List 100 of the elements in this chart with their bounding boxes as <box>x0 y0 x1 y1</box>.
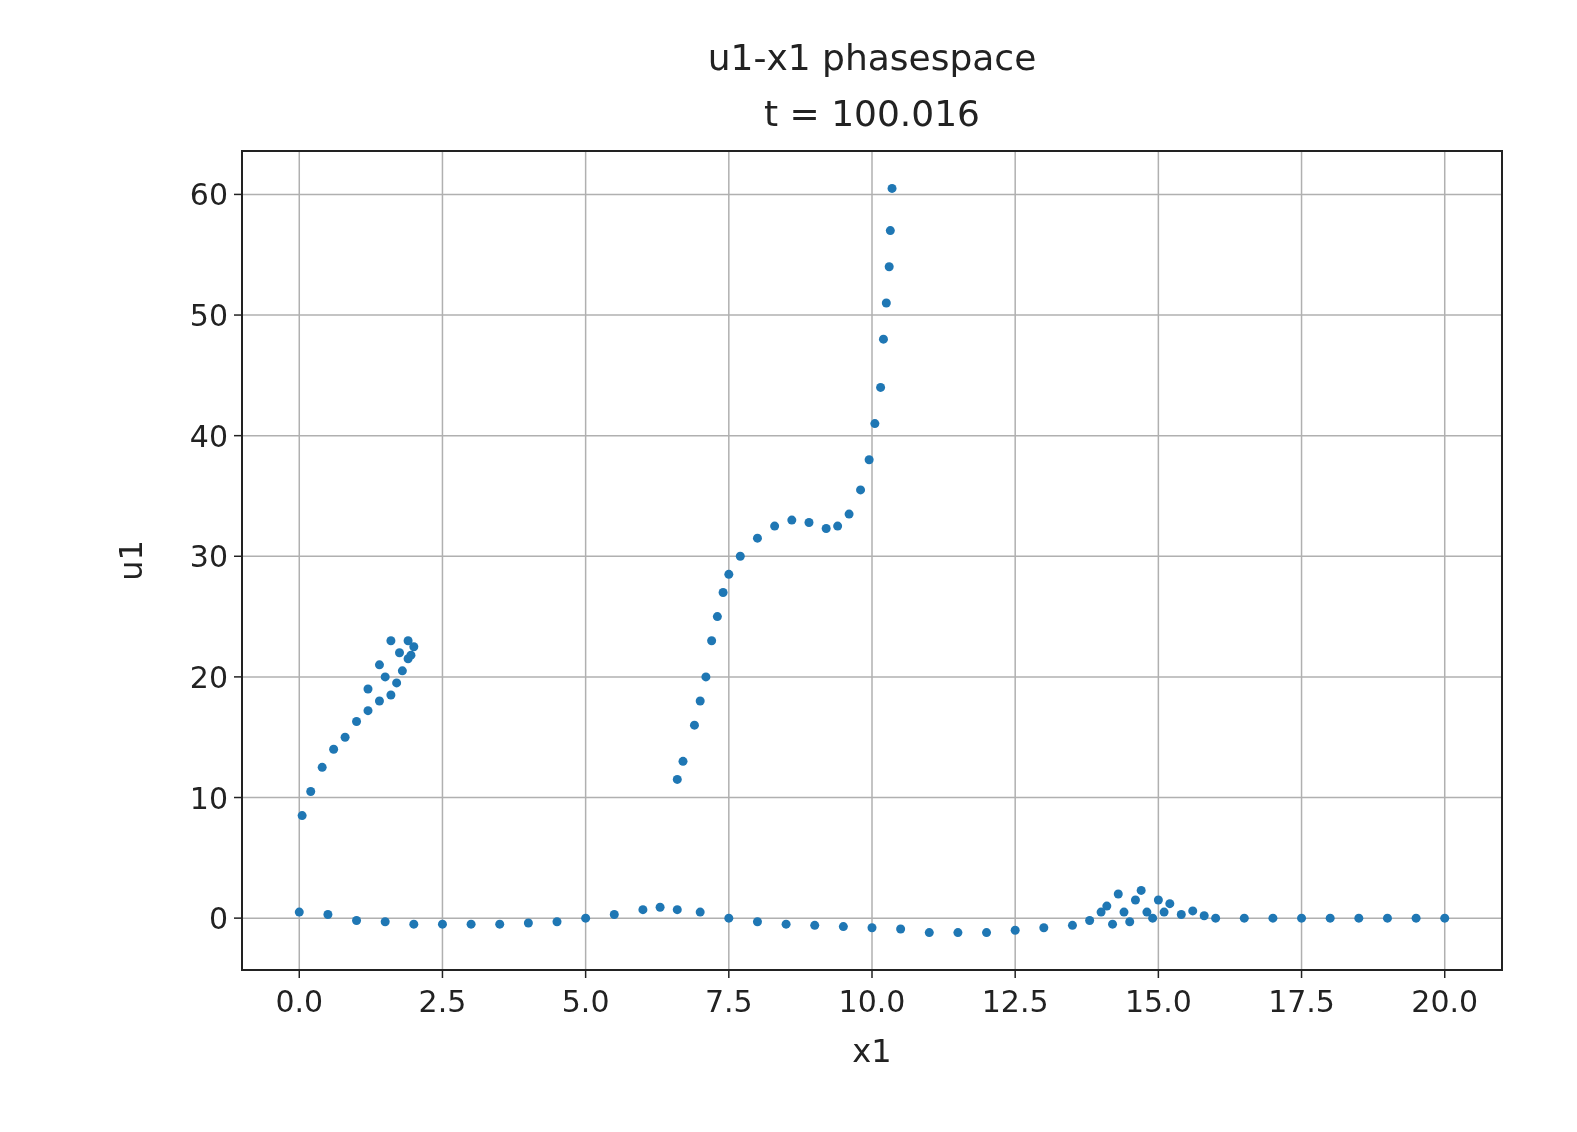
point <box>306 786 316 796</box>
point <box>380 917 390 927</box>
point <box>870 419 880 429</box>
chart-title: u1-x1 phasespace <box>707 37 1037 78</box>
point <box>1159 907 1169 917</box>
point <box>395 648 404 658</box>
point <box>1125 917 1135 927</box>
point <box>374 696 384 706</box>
point <box>374 660 384 670</box>
point <box>770 521 780 531</box>
point <box>695 696 705 706</box>
point <box>1188 906 1198 916</box>
point <box>953 928 963 938</box>
point <box>1211 913 1221 923</box>
point <box>1176 910 1186 920</box>
point <box>409 642 419 652</box>
point <box>1165 899 1175 909</box>
point <box>810 920 820 930</box>
point <box>363 706 373 716</box>
point <box>581 913 591 923</box>
x-tick-label: 0.0 <box>275 984 324 1019</box>
y-tick-label: 20 <box>189 659 228 695</box>
point <box>672 774 682 784</box>
point <box>1153 895 1163 905</box>
point <box>856 485 866 495</box>
y-tick-label: 60 <box>189 177 228 213</box>
point <box>1325 913 1335 923</box>
point <box>1039 923 1049 933</box>
x-tick-label: 12.5 <box>981 984 1049 1019</box>
x-tick-label: 5.0 <box>561 984 610 1019</box>
x-tick-label: 15.0 <box>1124 984 1192 1019</box>
point <box>609 910 619 920</box>
point <box>386 636 396 646</box>
y-tick-label: 10 <box>189 780 228 816</box>
point <box>392 678 402 688</box>
point <box>924 928 934 938</box>
y-tick-label: 40 <box>189 418 228 454</box>
point <box>838 922 848 932</box>
point <box>495 919 505 929</box>
point <box>1239 913 1249 923</box>
point <box>752 533 762 543</box>
point <box>887 183 897 193</box>
point <box>735 551 745 561</box>
point <box>672 905 682 915</box>
point <box>466 919 476 929</box>
point <box>878 334 888 344</box>
x-axis-title: x1 <box>852 1032 892 1070</box>
point <box>1130 895 1140 905</box>
chart-subtitle: t = 100.016 <box>763 93 981 134</box>
point <box>982 928 992 938</box>
point <box>1085 916 1095 926</box>
point <box>724 569 734 579</box>
point <box>1096 907 1106 917</box>
point <box>844 509 854 519</box>
point <box>1268 913 1278 923</box>
point <box>707 636 717 646</box>
point <box>552 917 562 927</box>
point <box>876 382 886 392</box>
x-tick-label: 2.5 <box>418 984 467 1019</box>
point <box>1297 913 1307 923</box>
point <box>821 524 831 534</box>
point <box>294 907 304 917</box>
point <box>403 636 413 646</box>
point <box>1136 885 1146 895</box>
point <box>804 518 814 528</box>
point <box>712 612 722 622</box>
point <box>406 650 416 660</box>
x-tick-label: 10.0 <box>838 984 906 1019</box>
point <box>1010 925 1020 935</box>
point <box>352 717 362 727</box>
point <box>864 455 874 465</box>
point <box>323 910 333 920</box>
point <box>787 515 797 525</box>
point <box>297 811 307 821</box>
point <box>317 762 327 772</box>
point <box>655 902 665 912</box>
point <box>724 913 734 923</box>
point <box>718 587 728 597</box>
point <box>1440 913 1450 923</box>
point <box>867 923 877 933</box>
x-tick-label: 17.5 <box>1268 984 1335 1019</box>
point <box>833 521 843 531</box>
point <box>885 226 895 236</box>
point <box>896 924 906 934</box>
point <box>1382 913 1392 923</box>
point <box>781 919 791 929</box>
point <box>689 720 699 730</box>
point <box>523 918 533 928</box>
point <box>380 672 390 682</box>
point <box>340 732 350 742</box>
point <box>638 905 648 915</box>
point <box>352 916 362 926</box>
point <box>1411 913 1421 923</box>
point <box>437 919 447 929</box>
point <box>1067 920 1077 930</box>
point <box>386 690 396 700</box>
point <box>1148 913 1158 923</box>
y-tick-label: 50 <box>189 298 228 334</box>
point <box>409 919 419 929</box>
point <box>1119 907 1129 917</box>
